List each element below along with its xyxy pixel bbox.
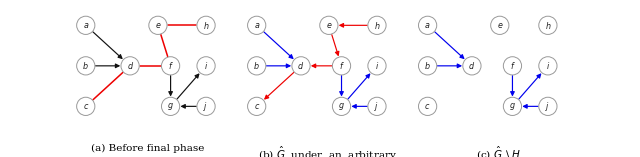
Text: $\mathit{e}$: $\mathit{e}$	[497, 21, 503, 30]
Text: $\mathit{a}$: $\mathit{a}$	[424, 21, 431, 30]
Circle shape	[332, 97, 351, 115]
Text: $\mathit{b}$: $\mathit{b}$	[253, 60, 260, 71]
Text: $\mathit{d}$: $\mathit{d}$	[298, 60, 305, 71]
Circle shape	[503, 97, 522, 115]
Circle shape	[368, 57, 386, 75]
Text: $\mathit{h}$: $\mathit{h}$	[374, 20, 380, 31]
Text: $\mathit{h}$: $\mathit{h}$	[545, 20, 551, 31]
Text: $\mathit{f}$: $\mathit{f}$	[339, 60, 344, 71]
Circle shape	[419, 97, 436, 115]
Circle shape	[332, 57, 351, 75]
Circle shape	[491, 16, 509, 34]
Text: $\mathit{j}$: $\mathit{j}$	[374, 100, 380, 113]
Circle shape	[320, 16, 338, 34]
Circle shape	[197, 16, 215, 34]
Circle shape	[149, 16, 167, 34]
Text: $\mathit{f}$: $\mathit{f}$	[509, 60, 515, 71]
Circle shape	[197, 57, 215, 75]
Circle shape	[77, 16, 95, 34]
Text: $\mathit{b}$: $\mathit{b}$	[83, 60, 89, 71]
Circle shape	[419, 57, 436, 75]
Circle shape	[539, 97, 557, 115]
Circle shape	[539, 57, 557, 75]
Text: $\mathit{i}$: $\mathit{i}$	[375, 60, 379, 71]
Circle shape	[161, 57, 180, 75]
Circle shape	[539, 16, 557, 34]
Circle shape	[77, 57, 95, 75]
Circle shape	[368, 97, 386, 115]
Text: $\mathit{b}$: $\mathit{b}$	[424, 60, 431, 71]
Text: $\mathit{g}$: $\mathit{g}$	[338, 101, 345, 112]
Circle shape	[248, 16, 266, 34]
Text: $\mathit{e}$: $\mathit{e}$	[326, 21, 332, 30]
Text: $\mathit{c}$: $\mathit{c}$	[83, 102, 89, 111]
Text: $\mathit{a}$: $\mathit{a}$	[253, 21, 260, 30]
Text: $\mathit{i}$: $\mathit{i}$	[546, 60, 550, 71]
Circle shape	[368, 16, 386, 34]
Text: $\mathit{i}$: $\mathit{i}$	[204, 60, 208, 71]
Text: $\mathit{c}$: $\mathit{c}$	[253, 102, 260, 111]
Text: $\mathit{d}$: $\mathit{d}$	[468, 60, 476, 71]
Text: $\mathit{j}$: $\mathit{j}$	[204, 100, 209, 113]
Circle shape	[463, 57, 481, 75]
Text: (c) $\hat{G} \setminus H$: (c) $\hat{G} \setminus H$	[476, 144, 521, 157]
Text: $\mathit{h}$: $\mathit{h}$	[203, 20, 209, 31]
Circle shape	[161, 97, 180, 115]
Text: $\mathit{g}$: $\mathit{g}$	[509, 101, 516, 112]
Circle shape	[503, 57, 522, 75]
Circle shape	[419, 16, 436, 34]
Circle shape	[197, 97, 215, 115]
Circle shape	[248, 57, 266, 75]
Text: $\mathit{a}$: $\mathit{a}$	[83, 21, 89, 30]
Circle shape	[121, 57, 139, 75]
Text: $\mathit{e}$: $\mathit{e}$	[155, 21, 161, 30]
Circle shape	[292, 57, 310, 75]
Text: $\mathit{j}$: $\mathit{j}$	[545, 100, 550, 113]
Text: (b) $\hat{G}$  under  an  arbitrary
orientation of $H$: (b) $\hat{G}$ under an arbitrary orienta…	[258, 144, 397, 157]
Text: $\mathit{f}$: $\mathit{f}$	[168, 60, 173, 71]
Text: $\mathit{c}$: $\mathit{c}$	[424, 102, 431, 111]
Circle shape	[248, 97, 266, 115]
Text: $\mathit{g}$: $\mathit{g}$	[167, 101, 174, 112]
Circle shape	[77, 97, 95, 115]
Text: $\mathit{d}$: $\mathit{d}$	[127, 60, 134, 71]
Text: (a) Before final phase: (a) Before final phase	[91, 144, 205, 153]
